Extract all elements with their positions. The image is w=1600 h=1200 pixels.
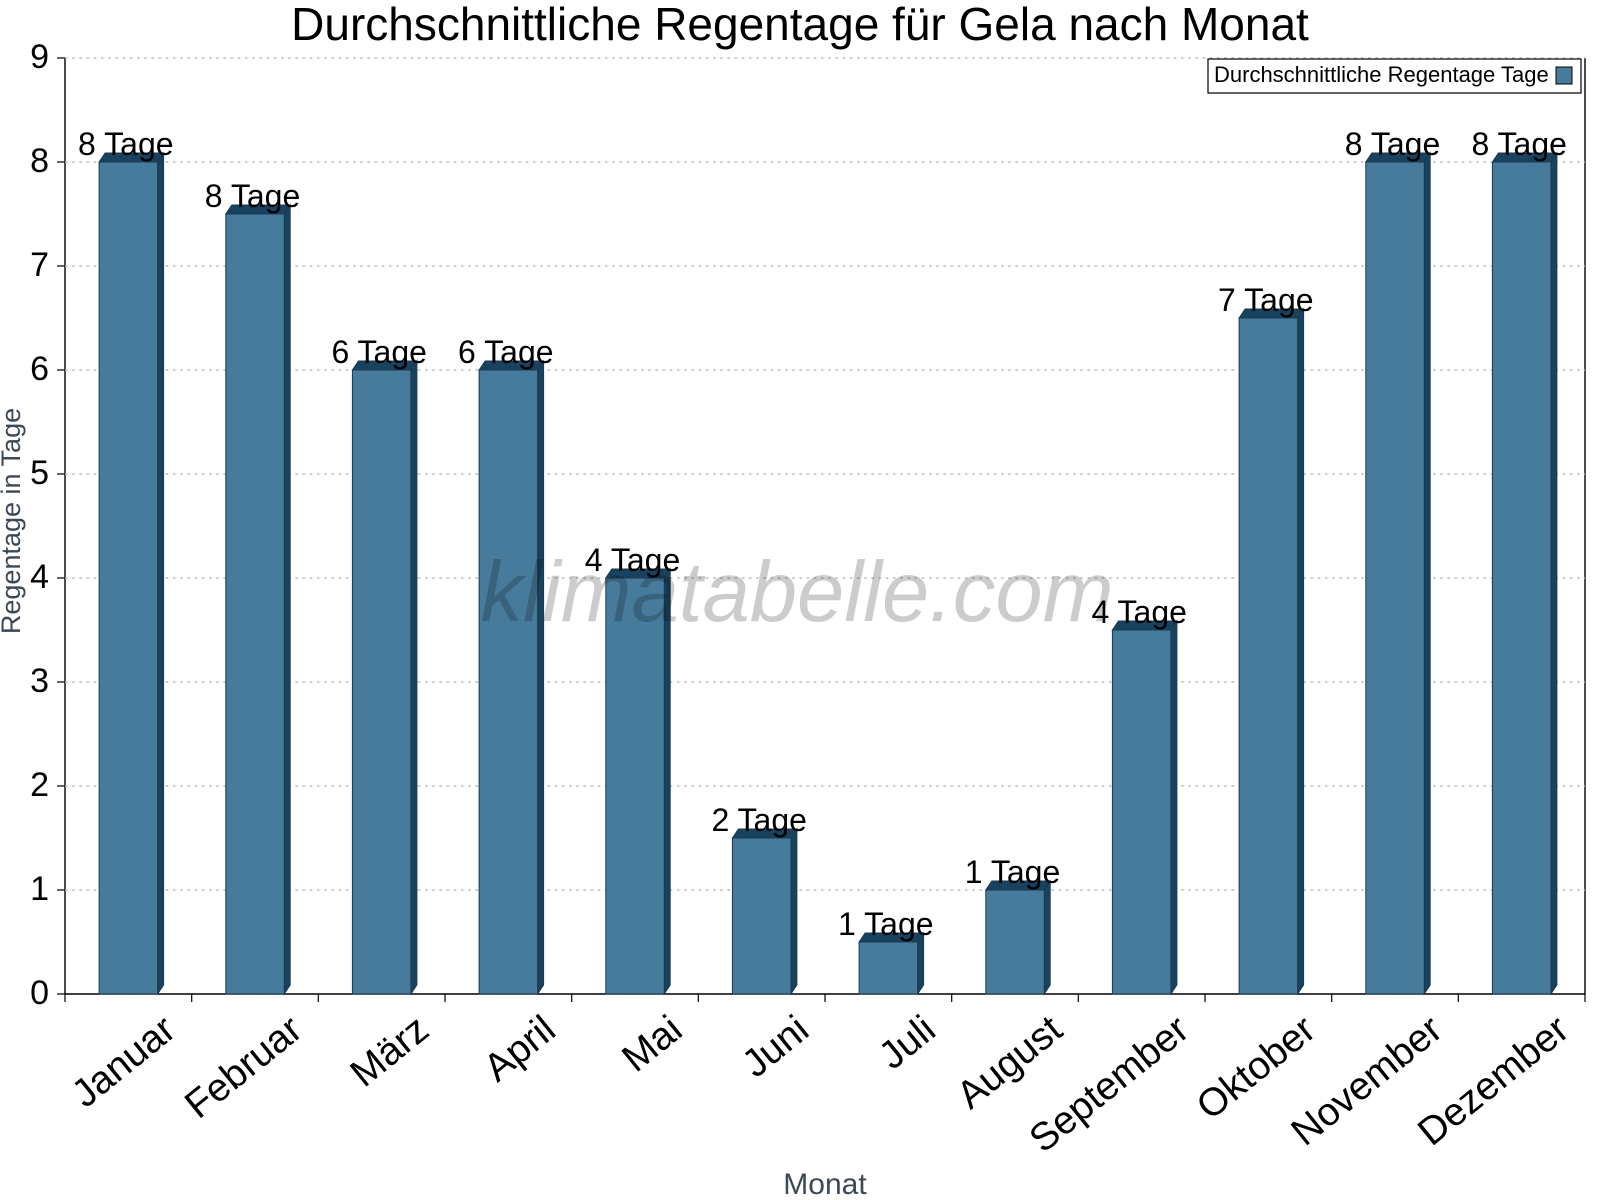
svg-text:Monat: Monat [783,1168,867,1200]
svg-text:April: April [476,1008,564,1091]
svg-text:August: August [949,1007,1071,1117]
svg-text:Regentage in Tage: Regentage in Tage [0,408,26,634]
svg-text:2 Tage: 2 Tage [711,802,807,838]
svg-text:Mai: Mai [614,1008,690,1081]
svg-text:4: 4 [30,558,49,596]
svg-text:8 Tage: 8 Tage [1345,126,1441,162]
svg-text:2: 2 [30,766,49,804]
svg-text:März: März [343,1008,437,1096]
svg-text:1: 1 [30,870,49,908]
svg-text:7 Tage: 7 Tage [1218,282,1314,318]
svg-text:Durchschnittliche Regentage fü: Durchschnittliche Regentage für Gela nac… [291,0,1309,50]
svg-text:Februar: Februar [177,1008,310,1127]
svg-text:9: 9 [30,38,49,76]
svg-text:6 Tage: 6 Tage [331,334,427,370]
svg-text:Juli: Juli [871,1008,944,1078]
svg-text:8 Tage: 8 Tage [205,178,301,214]
svg-text:Durchschnittliche Regentage Ta: Durchschnittliche Regentage Tage [1214,62,1549,87]
svg-text:Januar: Januar [64,1008,184,1116]
svg-text:1 Tage: 1 Tage [965,854,1061,890]
svg-text:7: 7 [30,246,49,284]
svg-text:1 Tage: 1 Tage [838,906,934,942]
svg-text:6 Tage: 6 Tage [458,334,554,370]
svg-text:Juni: Juni [734,1008,817,1086]
svg-text:3: 3 [30,662,49,700]
svg-text:klimatabelle.com: klimatabelle.com [480,545,1113,640]
svg-text:6: 6 [30,350,49,388]
svg-text:8 Tage: 8 Tage [1471,126,1567,162]
svg-text:8: 8 [30,142,49,180]
svg-text:8 Tage: 8 Tage [78,126,174,162]
svg-text:0: 0 [30,974,49,1012]
svg-text:5: 5 [30,454,49,492]
